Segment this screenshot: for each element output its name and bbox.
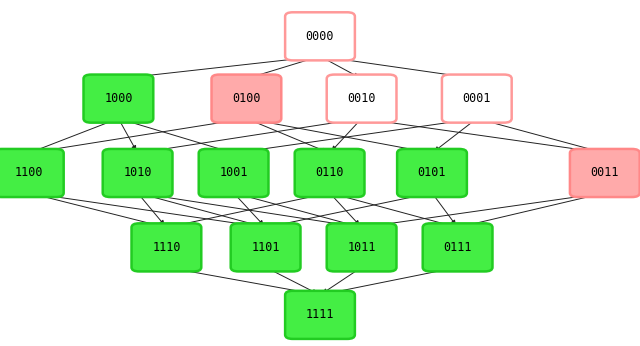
Text: 1010: 1010	[124, 166, 152, 180]
Text: 1011: 1011	[348, 241, 376, 254]
FancyBboxPatch shape	[326, 75, 396, 123]
FancyBboxPatch shape	[442, 75, 512, 123]
Text: 0101: 0101	[418, 166, 446, 180]
Text: 0100: 0100	[232, 92, 260, 105]
FancyBboxPatch shape	[231, 224, 301, 272]
Text: 1101: 1101	[252, 241, 280, 254]
FancyBboxPatch shape	[285, 12, 355, 61]
FancyBboxPatch shape	[0, 149, 64, 197]
Text: 1001: 1001	[220, 166, 248, 180]
Text: 1000: 1000	[104, 92, 132, 105]
FancyBboxPatch shape	[132, 224, 201, 272]
Text: 0010: 0010	[348, 92, 376, 105]
Text: 1100: 1100	[15, 166, 43, 180]
Text: 1110: 1110	[152, 241, 180, 254]
Text: 0001: 0001	[463, 92, 491, 105]
FancyBboxPatch shape	[570, 149, 640, 197]
Text: 0111: 0111	[444, 241, 472, 254]
FancyBboxPatch shape	[211, 75, 282, 123]
Text: 0000: 0000	[306, 30, 334, 43]
FancyBboxPatch shape	[422, 224, 493, 272]
Text: 0110: 0110	[316, 166, 344, 180]
FancyBboxPatch shape	[102, 149, 172, 197]
FancyBboxPatch shape	[198, 149, 269, 197]
Text: 0011: 0011	[591, 166, 619, 180]
FancyBboxPatch shape	[83, 75, 154, 123]
FancyBboxPatch shape	[285, 291, 355, 339]
FancyBboxPatch shape	[295, 149, 365, 197]
FancyBboxPatch shape	[397, 149, 467, 197]
Text: 1111: 1111	[306, 308, 334, 321]
FancyBboxPatch shape	[326, 224, 396, 272]
